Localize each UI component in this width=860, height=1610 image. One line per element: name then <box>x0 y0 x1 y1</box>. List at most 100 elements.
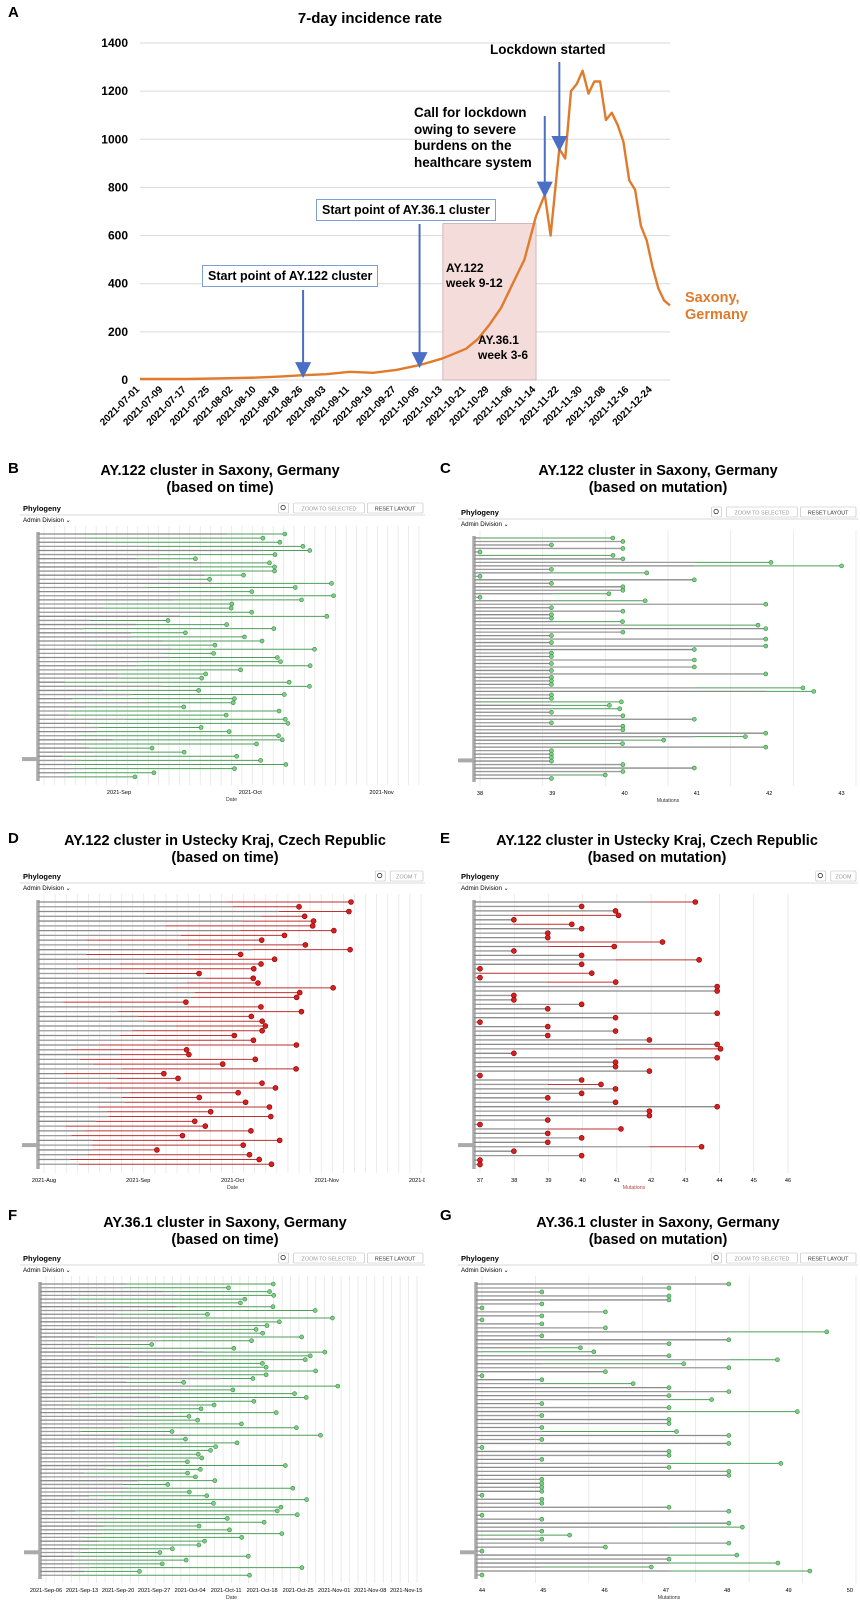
call-lockdown-line-2: owing to severe <box>414 121 517 137</box>
axis-tick-label: 38 <box>477 791 483 797</box>
axis-title: Date <box>226 1595 237 1601</box>
tree-tip <box>347 946 353 953</box>
annotation-call-lockdown: Call for lockdown owing to severe burden… <box>414 105 532 171</box>
axis-tick-label: 2021-Dec <box>409 1178 425 1184</box>
tree-tip <box>276 1137 283 1144</box>
tree-tip <box>607 703 612 708</box>
tree-tip <box>208 1448 213 1453</box>
tree-tip <box>230 1387 236 1393</box>
tree-tip <box>254 741 259 747</box>
tree-tip <box>157 1550 163 1555</box>
axis-tick-label: 2021-Oct <box>221 1178 244 1184</box>
phylogeny-panel-f: Phylogeny Admin Division ⌄ RESET LAYOUT ZOO… <box>20 1252 425 1605</box>
tree-tip <box>618 1126 624 1132</box>
tree-tip <box>202 1123 209 1129</box>
tree-tip <box>666 1297 672 1303</box>
tree-tip <box>578 1001 585 1008</box>
tree-tip <box>479 1373 485 1378</box>
tree-tip <box>839 563 844 569</box>
tree-tip <box>477 549 483 555</box>
tree-tip <box>620 727 626 733</box>
tree-tip <box>620 546 626 551</box>
tree-tip <box>544 1006 551 1012</box>
tree-tip <box>642 598 648 604</box>
tree-tip <box>620 713 626 719</box>
tree-tip <box>230 700 236 706</box>
tree-tip <box>225 1516 230 1521</box>
tree-tip <box>255 980 261 986</box>
tree-tip <box>666 1417 672 1422</box>
tree-tip <box>714 1010 720 1017</box>
annotation-region-ay361: AY.36.1 week 3-6 <box>478 333 528 363</box>
phylogeny-svg: Phylogeny Admin Division ⌄ ZOOM T 2021-Aug 2… <box>20 870 433 1191</box>
tree-tip <box>768 560 774 565</box>
tree-tip <box>692 577 697 583</box>
tree-tip <box>251 1398 257 1404</box>
tree-tip <box>603 1325 608 1331</box>
tree-tip <box>578 903 585 910</box>
tree-tip <box>612 1028 619 1034</box>
panel-letter-g: G <box>440 1207 452 1224</box>
tree-tip <box>132 774 138 780</box>
tree-tip <box>223 712 229 718</box>
tree-tip <box>322 1349 328 1355</box>
tree-tip <box>202 1538 207 1544</box>
tree-tip <box>261 1519 267 1525</box>
search-icon <box>713 508 719 515</box>
tree-tip <box>743 734 748 739</box>
axis-tick-label: 2021-Aug <box>32 1178 56 1184</box>
tree-tip <box>191 1118 198 1125</box>
tree-tip <box>549 654 554 659</box>
tree-tip <box>165 618 171 623</box>
tree-tip <box>258 758 263 763</box>
tree-tip <box>578 961 585 968</box>
tree-tip <box>549 615 554 621</box>
tree-tip <box>249 589 255 594</box>
tree-tip <box>272 1085 279 1091</box>
tree-tip <box>258 961 264 967</box>
tree-tip <box>181 704 187 710</box>
axis-tick-label: 2021-Sep-13 <box>66 1588 98 1594</box>
tree-tip <box>296 903 302 910</box>
axis-tick-label: 43 <box>682 1178 688 1184</box>
tree-tip <box>165 1482 171 1487</box>
panel-b-title-line-1: AY.122 cluster in Saxony, Germany <box>100 463 340 479</box>
tree-tip <box>242 1296 248 1302</box>
tree-tip <box>300 544 306 549</box>
tree-tip <box>479 1492 485 1498</box>
tree-tip <box>726 1389 732 1394</box>
axis-tick-label: 40 <box>580 1178 586 1184</box>
tree-tip <box>726 1473 732 1478</box>
tree-tip <box>303 1395 309 1400</box>
tree-tip <box>666 1393 672 1398</box>
tree-tip <box>270 1304 276 1309</box>
tree-tip <box>240 1142 246 1148</box>
admin-division-filter: Admin Division ⌄ <box>23 517 71 524</box>
tree-tip <box>549 758 554 764</box>
call-lockdown-line-1: Call for lockdown <box>414 105 527 120</box>
axis-tick-label: 46 <box>785 1178 791 1184</box>
panel-f-title-line-1: AY.36.1 cluster in Saxony, Germany <box>103 1215 347 1231</box>
tree-tip <box>539 1485 545 1490</box>
tree-tip <box>282 692 287 697</box>
tree-tip <box>185 1470 190 1476</box>
axis-tick-label: 40 <box>621 791 627 797</box>
tree-tip <box>137 1569 142 1574</box>
tree-tip <box>544 1117 551 1123</box>
tree-tip <box>239 1421 244 1427</box>
tree-tip <box>237 951 244 958</box>
toolbar-button <box>367 502 424 514</box>
tree-tip <box>549 776 554 781</box>
toolbar-button-label: ZOOM TO SELECTED <box>302 1257 357 1263</box>
tree-tip <box>763 636 769 642</box>
annotation-ay122-start: Start point of AY.122 cluster <box>202 265 379 287</box>
toolbar-button <box>800 1252 857 1264</box>
tree-tip <box>227 1527 232 1533</box>
panel-b-title-line-2: (based on time) <box>166 480 274 496</box>
tree-tip <box>568 921 575 928</box>
tree-tip <box>272 564 277 570</box>
annotation-region-ay122: AY.122 week 9-12 <box>446 261 503 291</box>
axis-tick-label: 2021-Oct <box>239 790 262 796</box>
panel-f-title-line-2: (based on time) <box>171 1232 279 1248</box>
region-ay361-line-2: week 3-6 <box>478 348 529 362</box>
